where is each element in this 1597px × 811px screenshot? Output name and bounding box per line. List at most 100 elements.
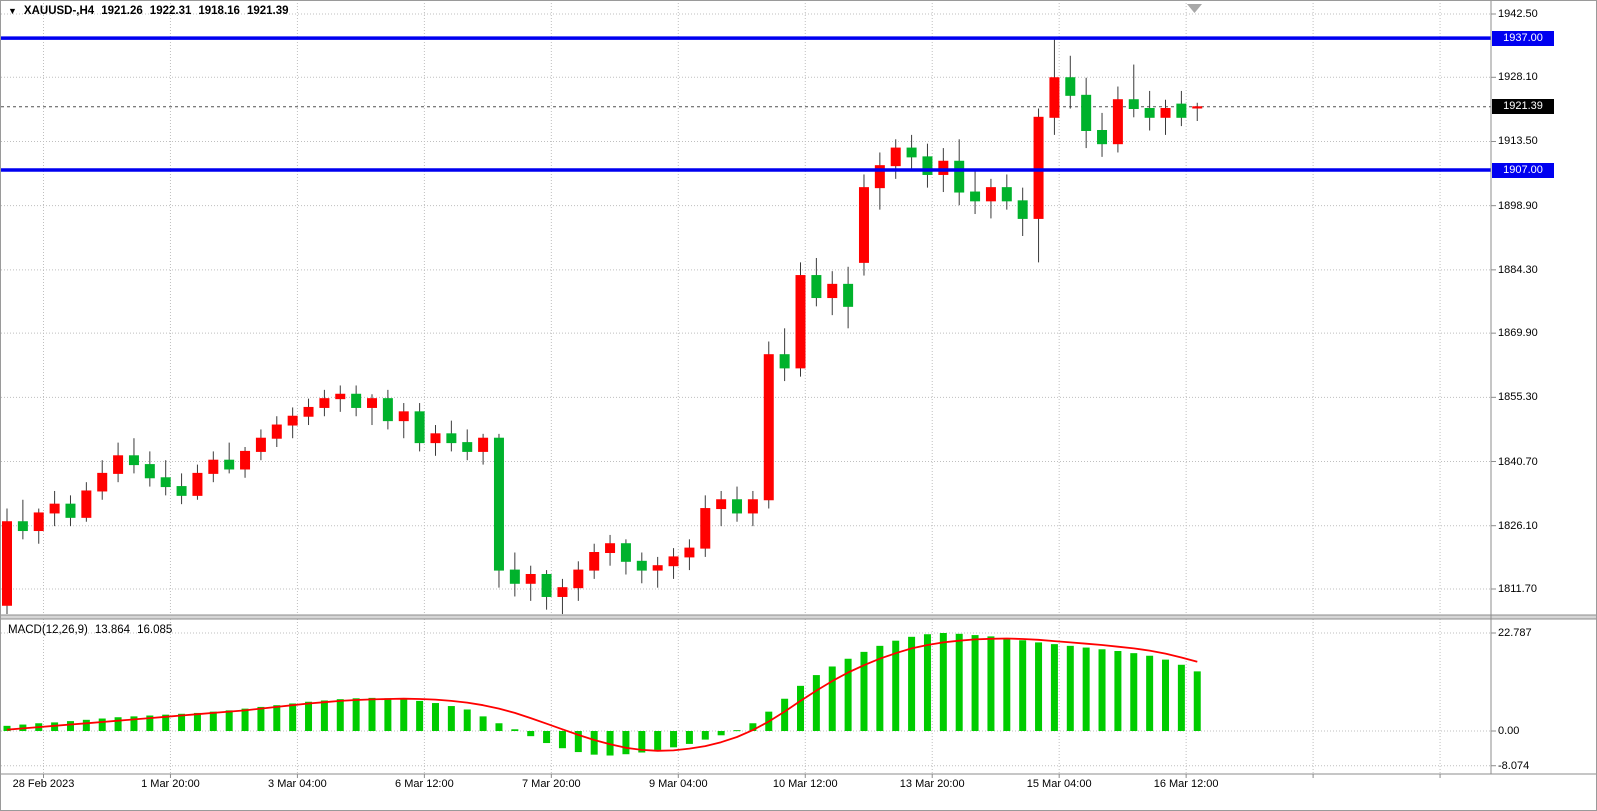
macd-histogram-bar xyxy=(1162,659,1170,731)
macd-histogram-bar xyxy=(178,713,186,731)
macd-axis-label: 22.787 xyxy=(1498,627,1532,639)
macd-histogram-bar xyxy=(225,710,233,731)
candle xyxy=(874,152,885,210)
candle-body-bear xyxy=(224,459,235,470)
macd-histogram-bar xyxy=(495,723,503,731)
candle xyxy=(970,170,981,215)
candle-body-bear xyxy=(382,398,393,422)
candle xyxy=(620,539,631,575)
candle xyxy=(1160,99,1171,135)
macd-histogram-bar xyxy=(1114,651,1122,731)
candle xyxy=(271,416,282,448)
candle xyxy=(224,442,235,474)
macd-histogram-bar xyxy=(1035,642,1043,731)
candle xyxy=(843,266,854,329)
candle-body-bull xyxy=(525,573,536,584)
candle-body-bull xyxy=(271,424,282,439)
candle-body-bear xyxy=(65,503,76,518)
candle xyxy=(478,433,489,465)
candle xyxy=(1033,108,1044,263)
candle-body-bull xyxy=(49,503,60,514)
macd-axis-label: -8.074 xyxy=(1498,759,1530,772)
candle xyxy=(1081,77,1092,149)
macd-histogram-bar xyxy=(114,717,122,731)
candle-body-bear xyxy=(732,499,743,514)
macd-histogram-bar xyxy=(701,731,709,740)
time-axis-label: 9 Mar 04:00 xyxy=(648,778,708,790)
macd-histogram-bar xyxy=(463,709,471,731)
candle-body-bear xyxy=(779,354,790,369)
candle-body-bear xyxy=(636,560,647,571)
macd-histogram-bar xyxy=(939,633,947,731)
candle xyxy=(1097,112,1108,157)
candle-body-bull xyxy=(367,398,378,408)
macd-histogram-bar xyxy=(685,731,693,744)
candle-body-bear xyxy=(1001,187,1012,202)
candle xyxy=(811,257,822,307)
candle xyxy=(414,403,425,452)
candle xyxy=(1176,90,1187,127)
candle-body-bull xyxy=(478,437,489,452)
macd-histogram-bar xyxy=(606,731,614,756)
candle xyxy=(160,460,171,496)
level-price-tag: 1937.00 xyxy=(1492,30,1554,46)
candle-body-bull xyxy=(985,187,996,202)
candle-body-bull xyxy=(589,552,600,571)
macd-histogram-bar xyxy=(3,725,11,731)
level-price-tag: 1907.00 xyxy=(1492,162,1554,178)
candle xyxy=(208,451,219,483)
candle xyxy=(398,403,409,439)
candle-body-bull xyxy=(1160,108,1171,118)
macd-histogram-bar xyxy=(1082,647,1090,731)
candle-body-bear xyxy=(922,156,933,175)
candle-body-bull xyxy=(827,283,838,299)
panel-splitter[interactable] xyxy=(1,615,1597,619)
candle-body-bull xyxy=(716,499,727,510)
candle-body-bull xyxy=(763,354,774,501)
macd-name: MACD(12,26,9) xyxy=(8,624,88,636)
macd-histogram-bar xyxy=(558,731,566,749)
macd-histogram-bar xyxy=(130,716,138,731)
macd-histogram-bar xyxy=(193,712,201,731)
candle xyxy=(525,565,536,601)
candle-body-bear xyxy=(128,455,139,466)
macd-histogram-bar xyxy=(1050,644,1058,731)
close-value: 1921.39 xyxy=(246,5,289,17)
candle xyxy=(192,464,203,500)
candle-body-bull xyxy=(684,547,695,558)
macd-histogram-bar xyxy=(241,708,249,731)
macd-histogram-bar xyxy=(479,716,487,731)
time-axis-label: 1 Mar 20:00 xyxy=(141,778,200,790)
candle-body-bear xyxy=(493,437,504,571)
low-value: 1918.16 xyxy=(198,5,240,17)
macd-histogram-bar xyxy=(574,731,582,753)
candle xyxy=(303,398,314,426)
candle xyxy=(858,174,869,276)
candle-body-bear xyxy=(1176,103,1187,118)
candle xyxy=(827,271,838,316)
candle-body-bull xyxy=(700,508,711,549)
candle xyxy=(1144,90,1155,131)
macd-histogram-bar xyxy=(336,699,344,731)
chart-shift-marker-icon[interactable] xyxy=(1187,4,1202,13)
macd-histogram-bar xyxy=(781,698,789,731)
candle xyxy=(97,460,108,500)
macd-histogram-bar xyxy=(289,703,297,731)
candle-body-bull xyxy=(335,393,346,400)
candle xyxy=(652,556,663,588)
price-axis-label: 1855.30 xyxy=(1498,391,1538,404)
candle-body-bear xyxy=(446,433,457,444)
candle xyxy=(446,420,457,452)
candle-body-bull xyxy=(858,187,869,263)
candle-body-bull xyxy=(557,587,568,597)
time-axis-label: 28 Feb 2023 xyxy=(12,778,75,790)
candle-body-bear xyxy=(811,275,822,299)
candle xyxy=(763,341,774,509)
symbol-dropdown-icon[interactable]: ▼ xyxy=(8,6,17,16)
candle-body-bear xyxy=(160,477,171,488)
time-axis-label: 7 Mar 20:00 xyxy=(521,778,581,790)
candle xyxy=(1001,174,1012,210)
candle-body-bull xyxy=(1112,99,1123,145)
